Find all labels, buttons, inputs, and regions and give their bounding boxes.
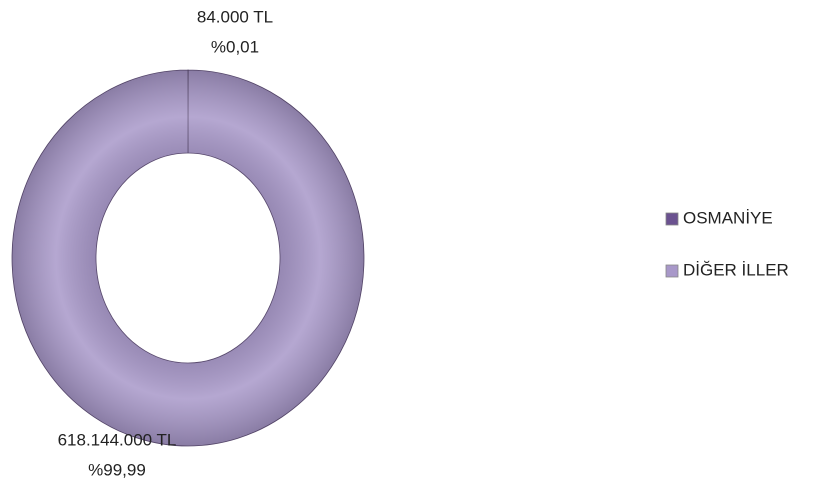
legend-swatch (665, 264, 679, 278)
legend-label: OSMANİYE (683, 208, 773, 227)
donut-segment (11, 69, 365, 447)
percent-label: %0,01 (211, 37, 259, 56)
percent-label: %99,99 (88, 460, 146, 479)
legend-label: DİĞER İLLER (683, 260, 789, 279)
legend-swatch (665, 212, 679, 226)
data-label: 618.144.000 TL (58, 430, 177, 449)
data-label: 84.000 TL (197, 7, 273, 26)
